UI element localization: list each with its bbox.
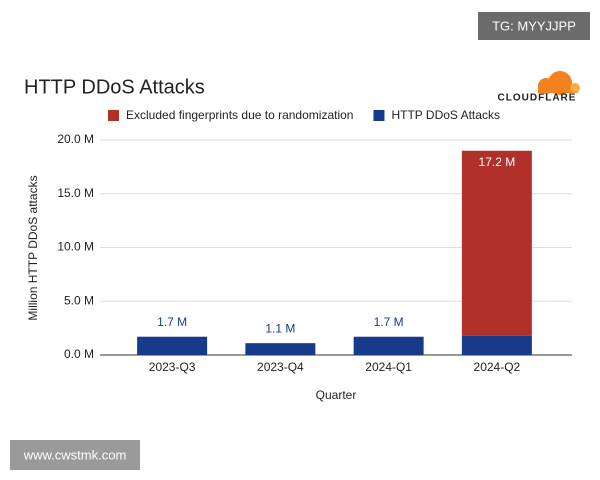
- watermark: www.cwstmk.com: [23, 447, 127, 462]
- watermark: TG: MYYJJPP: [492, 18, 576, 33]
- bar-segment: [245, 343, 316, 355]
- bar-segment: [137, 336, 208, 355]
- y-axis-label: Million HTTP DDoS attacks: [26, 175, 40, 320]
- value-label: 1.7 M: [374, 315, 404, 329]
- y-tick-label: 20.0 M: [57, 132, 94, 146]
- bar-segment: [461, 335, 532, 355]
- x-tick-label: 2024-Q1: [365, 360, 412, 374]
- legend-label: Excluded fingerprints due to randomizati…: [126, 108, 353, 122]
- value-label: 1.7 M: [157, 315, 187, 329]
- logo-text: CLOUDFLARE: [498, 93, 577, 104]
- legend-swatch: [373, 110, 385, 121]
- bar-segment: [461, 150, 532, 336]
- watermark-box: [478, 12, 590, 40]
- y-tick-label: 15.0 M: [57, 186, 94, 200]
- y-tick-label: 10.0 M: [57, 240, 94, 254]
- legend-label: HTTP DDoS Attacks: [391, 108, 499, 122]
- x-axis-label: Quarter: [316, 388, 357, 402]
- x-tick-label: 2024-Q2: [474, 360, 521, 374]
- y-tick-label: 0.0 M: [64, 347, 94, 361]
- y-tick-label: 5.0 M: [64, 293, 94, 307]
- value-label: 17.2 M: [479, 155, 516, 169]
- logo: [538, 71, 580, 95]
- bar-segment: [353, 336, 424, 355]
- watermark-box: [10, 440, 140, 470]
- value-label: 1.1 M: [265, 321, 295, 335]
- legend-swatch: [108, 110, 119, 121]
- x-tick-label: 2023-Q4: [257, 360, 304, 374]
- x-tick-label: 2023-Q3: [149, 360, 196, 374]
- chart-title: HTTP DDoS Attacks: [24, 76, 205, 98]
